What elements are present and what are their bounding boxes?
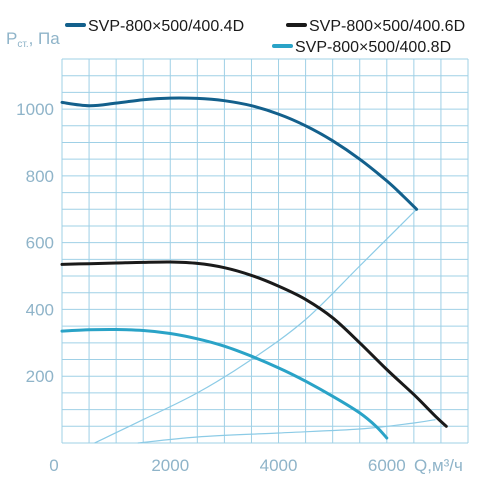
y-tick-labels: 200 400 600 800 1000 bbox=[16, 100, 54, 386]
legend: SVP-800×500/400.4D SVP-800×500/400.6D SVP-… bbox=[65, 18, 465, 56]
system-curve bbox=[137, 419, 436, 444]
y-tick-label: 400 bbox=[26, 300, 54, 319]
series-line-3 bbox=[60, 327, 389, 440]
y-tick-label: 1000 bbox=[16, 100, 54, 119]
legend-label-2: SVP-800×500/400.6D bbox=[309, 18, 465, 35]
series-lines bbox=[60, 96, 448, 440]
y-axis-label-main: P bbox=[6, 29, 17, 48]
y-tick-label: 200 bbox=[26, 367, 54, 386]
y-axis-label-unit: , Па bbox=[29, 29, 61, 48]
x-tick-label: 2000 bbox=[151, 456, 189, 475]
x-axis-label: Q,м³/ч bbox=[414, 456, 463, 475]
legend-label-1: SVP-800×500/400.4D bbox=[88, 18, 244, 35]
y-axis-label-subscript: ст. bbox=[17, 39, 28, 50]
series-line-1 bbox=[60, 96, 419, 211]
x-tick-label: 4000 bbox=[260, 456, 298, 475]
y-tick-label: 600 bbox=[26, 234, 54, 253]
x-tick-label: 6000 bbox=[368, 456, 406, 475]
legend-label-3: SVP-800×500/400.8D bbox=[295, 39, 451, 56]
grid bbox=[61, 58, 469, 444]
x-tick-labels: 0 2000 4000 6000 bbox=[49, 456, 405, 475]
y-tick-label: 800 bbox=[26, 167, 54, 186]
y-axis-label: Pст., Па bbox=[6, 29, 60, 50]
series-line-2 bbox=[60, 260, 448, 428]
x-tick-label: 0 bbox=[49, 456, 58, 475]
